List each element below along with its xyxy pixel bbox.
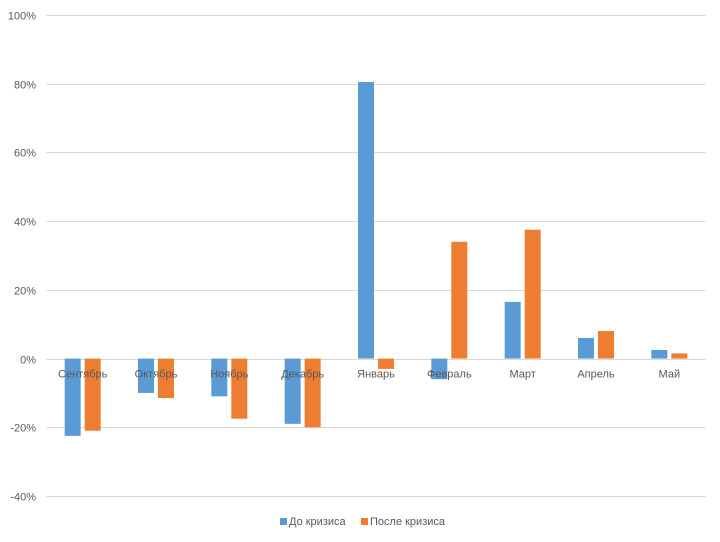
bar-after-6 [524,229,541,359]
bar-after-1 [158,358,174,399]
category-label: Сентябрь [58,369,108,381]
y-tick-label: -40% [10,492,36,504]
category-label: Ноябрь [210,369,248,381]
category-label: Май [659,369,681,381]
bar-after-8 [671,353,688,359]
bar-before-6 [504,301,521,359]
bar-before-8 [651,349,668,359]
bar-after-7 [598,331,614,359]
bar-after-0 [84,358,101,431]
bar-before-3 [284,358,301,424]
bar-before-1 [138,358,154,393]
bar-after-3 [304,358,321,428]
category-label: Апрель [577,369,615,381]
category-label: Декабрь [281,369,324,381]
bar-before-5 [431,358,448,380]
bar-after-5 [451,241,468,359]
bar-before-4 [358,81,374,359]
legend-label: После кризиса [370,516,446,528]
y-tick-label: 80% [14,80,36,92]
category-label: Январь [357,369,395,381]
category-labels: Сентябрь Октябрь Ноябрь Декабрь Январь Феврал… [58,369,680,381]
y-tick-label: 60% [14,148,36,160]
legend-swatch [280,518,287,525]
y-tick-label: 0% [20,355,36,367]
category-label: Март [510,369,536,381]
legend-swatch [361,518,368,525]
y-tick-label: 100% [8,11,36,23]
bar-before-0 [64,358,81,436]
bar-before-2 [211,358,228,397]
category-label: Октябрь [135,369,178,381]
legend: До кризиса После кризиса [280,516,446,528]
legend-label: До кризиса [289,516,347,528]
category-label: Февраль [427,369,472,381]
y-tick-label: 40% [14,217,36,229]
y-tick-label: -20% [10,423,36,435]
bar-after-4 [378,358,394,369]
bars [64,81,688,436]
bar-before-7 [578,337,594,359]
gridlines [46,15,706,497]
y-axis-tick-labels: -40% -20% 0% 20% 40% 60% 80% 100% [8,11,36,504]
y-tick-label: 20% [14,286,36,298]
bar-after-2 [231,358,248,419]
